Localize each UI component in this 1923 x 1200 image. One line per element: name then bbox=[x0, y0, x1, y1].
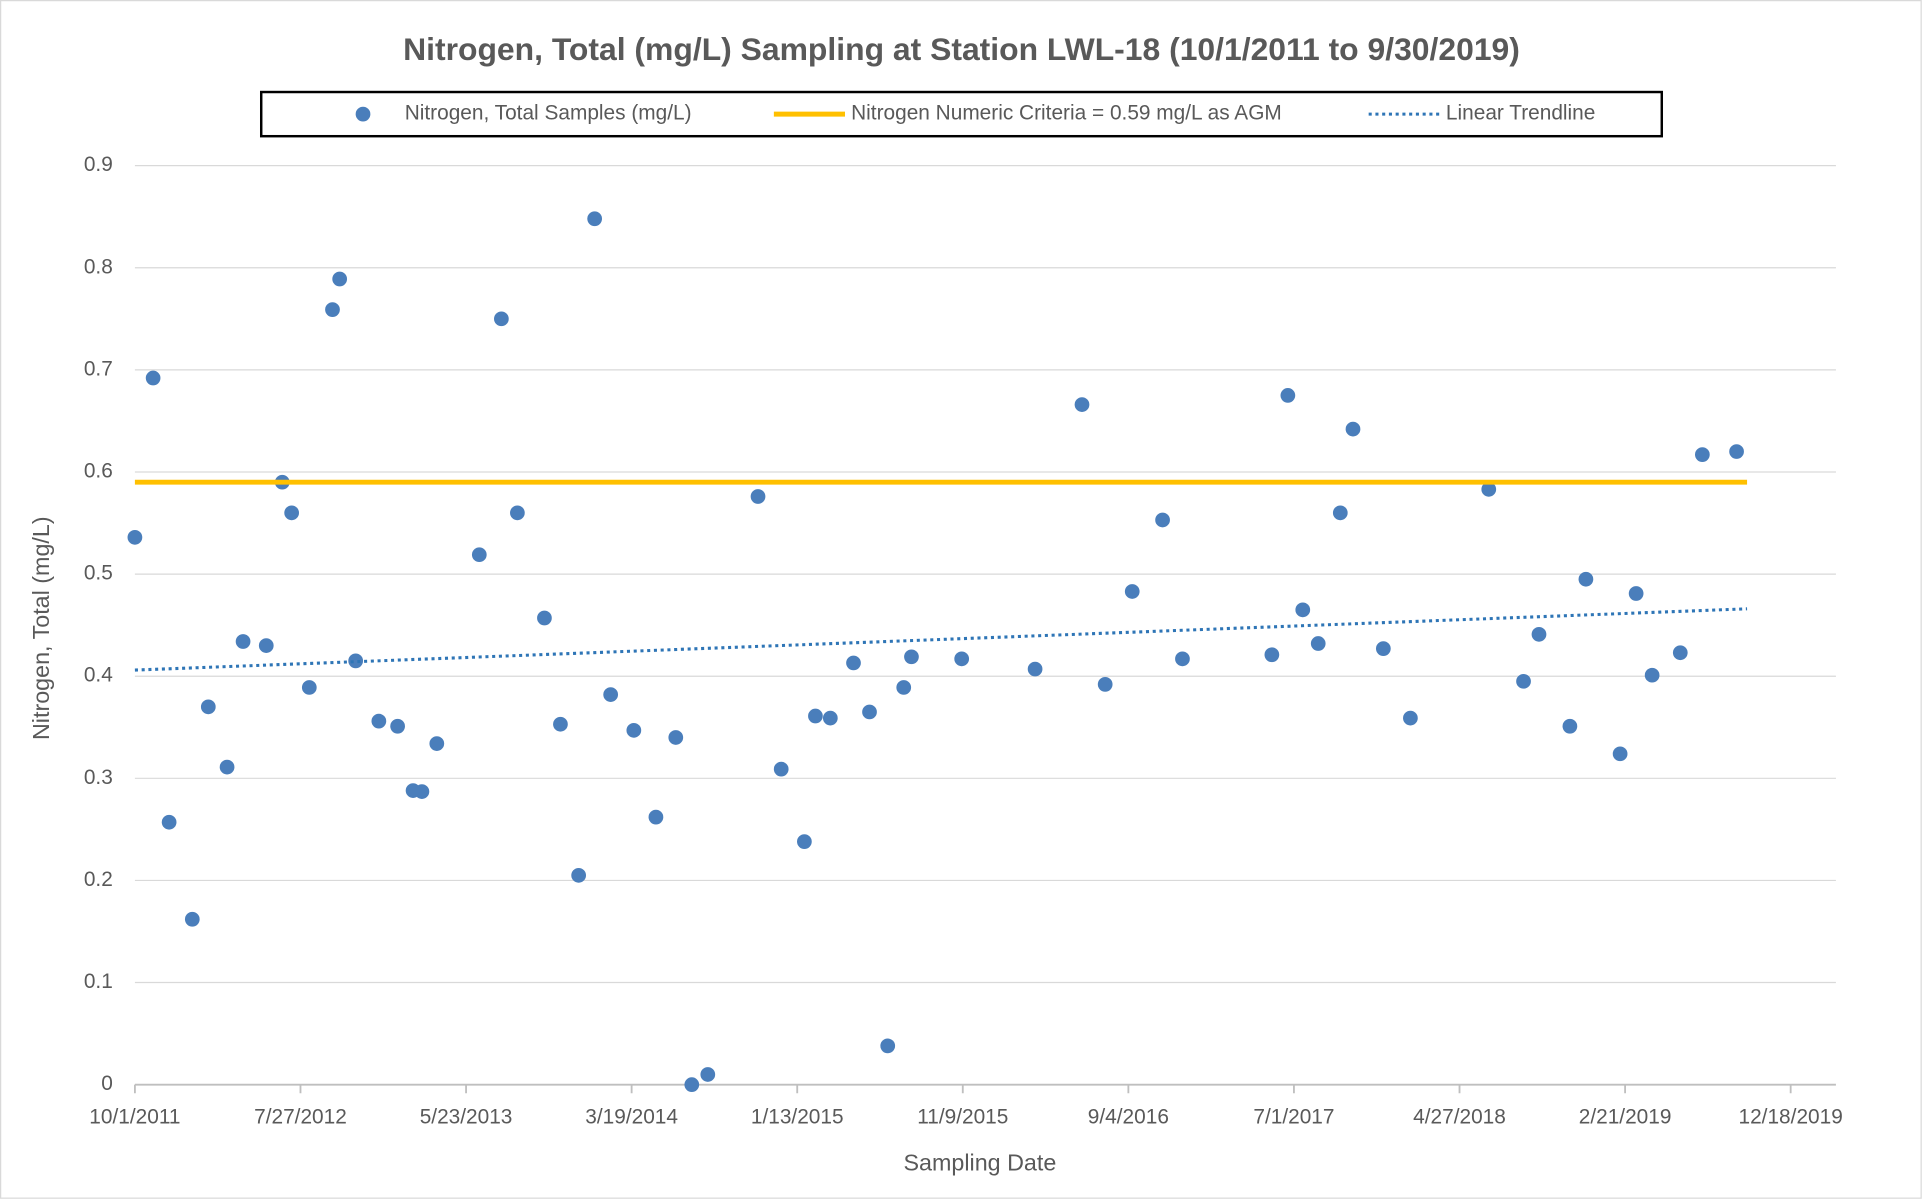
y-tick-label: 0 bbox=[101, 1072, 113, 1095]
data-point bbox=[668, 730, 684, 745]
data-point bbox=[325, 302, 340, 317]
data-point bbox=[1481, 481, 1497, 497]
data-point bbox=[1628, 586, 1644, 601]
data-point bbox=[1074, 397, 1090, 412]
data-point bbox=[862, 704, 877, 720]
data-point bbox=[301, 680, 317, 695]
data-point bbox=[773, 761, 789, 777]
x-tick-label: 4/27/2018 bbox=[1413, 1105, 1506, 1128]
y-tick-label: 0.4 bbox=[84, 664, 113, 687]
y-tick-label: 0.1 bbox=[84, 970, 113, 993]
data-point bbox=[510, 505, 525, 521]
y-tick-label: 0.8 bbox=[84, 255, 113, 278]
y-tick-label: 0.6 bbox=[84, 459, 113, 482]
x-tick-label: 12/18/2019 bbox=[1739, 1105, 1843, 1128]
data-point bbox=[348, 653, 364, 669]
data-point bbox=[553, 716, 568, 732]
data-point bbox=[626, 722, 642, 738]
legend-marker bbox=[355, 106, 371, 122]
legend-label: Nitrogen, Total Samples (mg/L) bbox=[405, 102, 692, 125]
data-point bbox=[750, 489, 766, 504]
data-point bbox=[587, 211, 603, 227]
data-point bbox=[127, 529, 143, 545]
data-point bbox=[1280, 388, 1296, 403]
data-point bbox=[684, 1077, 700, 1093]
data-point bbox=[390, 718, 405, 734]
legend-label: Linear Trendline bbox=[1446, 102, 1595, 125]
data-point bbox=[332, 271, 348, 287]
y-tick-label: 0.5 bbox=[84, 562, 113, 585]
data-point bbox=[258, 638, 274, 653]
x-tick-label: 7/27/2012 bbox=[254, 1105, 347, 1128]
data-point bbox=[1332, 505, 1348, 521]
data-point bbox=[1578, 571, 1594, 587]
data-point bbox=[822, 710, 838, 726]
data-point bbox=[1175, 651, 1190, 667]
data-point bbox=[235, 634, 251, 649]
x-tick-label: 3/19/2014 bbox=[585, 1105, 678, 1128]
data-point bbox=[1310, 636, 1326, 651]
data-point bbox=[954, 651, 970, 667]
data-point bbox=[1264, 647, 1280, 663]
data-point bbox=[1531, 626, 1547, 642]
data-point bbox=[1124, 584, 1140, 599]
data-point bbox=[700, 1067, 716, 1082]
y-axis-title: Nitrogen, Total (mg/L) bbox=[28, 516, 54, 740]
data-point bbox=[371, 713, 387, 729]
x-tick-label: 11/9/2015 bbox=[917, 1105, 1008, 1128]
data-point bbox=[1027, 661, 1043, 677]
y-tick-label: 0.2 bbox=[84, 868, 113, 891]
data-point bbox=[1375, 641, 1391, 657]
data-point bbox=[471, 547, 487, 563]
data-point bbox=[1295, 602, 1311, 618]
data-point bbox=[145, 370, 161, 386]
x-tick-label: 9/4/2016 bbox=[1088, 1105, 1169, 1128]
x-axis-title: Sampling Date bbox=[904, 1150, 1057, 1176]
data-point bbox=[414, 784, 430, 799]
data-point bbox=[1097, 677, 1113, 692]
y-tick-label: 0.9 bbox=[84, 153, 113, 176]
x-tick-label: 7/1/2017 bbox=[1253, 1105, 1334, 1128]
chart-title: Nitrogen, Total (mg/L) Sampling at Stati… bbox=[403, 31, 1520, 67]
data-point bbox=[603, 687, 619, 702]
data-point bbox=[1672, 645, 1688, 661]
data-point bbox=[1403, 710, 1418, 726]
data-point bbox=[284, 505, 300, 521]
data-point bbox=[200, 699, 216, 715]
data-point bbox=[904, 649, 919, 665]
data-point bbox=[494, 311, 509, 327]
data-point bbox=[1644, 667, 1660, 683]
data-point bbox=[1155, 512, 1170, 528]
data-point bbox=[880, 1038, 896, 1054]
data-point bbox=[846, 655, 861, 671]
y-tick-label: 0.7 bbox=[84, 357, 113, 380]
data-point bbox=[571, 867, 587, 883]
data-point bbox=[1729, 444, 1744, 459]
data-point bbox=[797, 834, 812, 849]
legend-label: Nitrogen Numeric Criteria = 0.59 mg/L as… bbox=[851, 102, 1282, 125]
y-tick-label: 0.3 bbox=[84, 766, 113, 789]
data-point bbox=[1562, 718, 1578, 734]
data-point bbox=[429, 736, 445, 751]
data-point bbox=[1695, 447, 1710, 462]
trendline bbox=[134, 607, 1748, 672]
data-point bbox=[161, 814, 177, 830]
data-point bbox=[1516, 673, 1531, 689]
data-point bbox=[1345, 421, 1361, 437]
data-point bbox=[537, 610, 552, 626]
data-point bbox=[896, 680, 912, 695]
data-point bbox=[219, 759, 235, 775]
data-point bbox=[808, 708, 823, 724]
x-tick-label: 10/1/2011 bbox=[89, 1105, 180, 1128]
x-tick-label: 1/13/2015 bbox=[751, 1105, 844, 1128]
data-point bbox=[648, 809, 664, 825]
x-tick-label: 5/23/2013 bbox=[420, 1105, 513, 1128]
x-tick-label: 2/21/2019 bbox=[1579, 1105, 1672, 1128]
legend-box bbox=[259, 90, 1664, 138]
data-point bbox=[184, 911, 200, 927]
data-point bbox=[1612, 746, 1628, 762]
